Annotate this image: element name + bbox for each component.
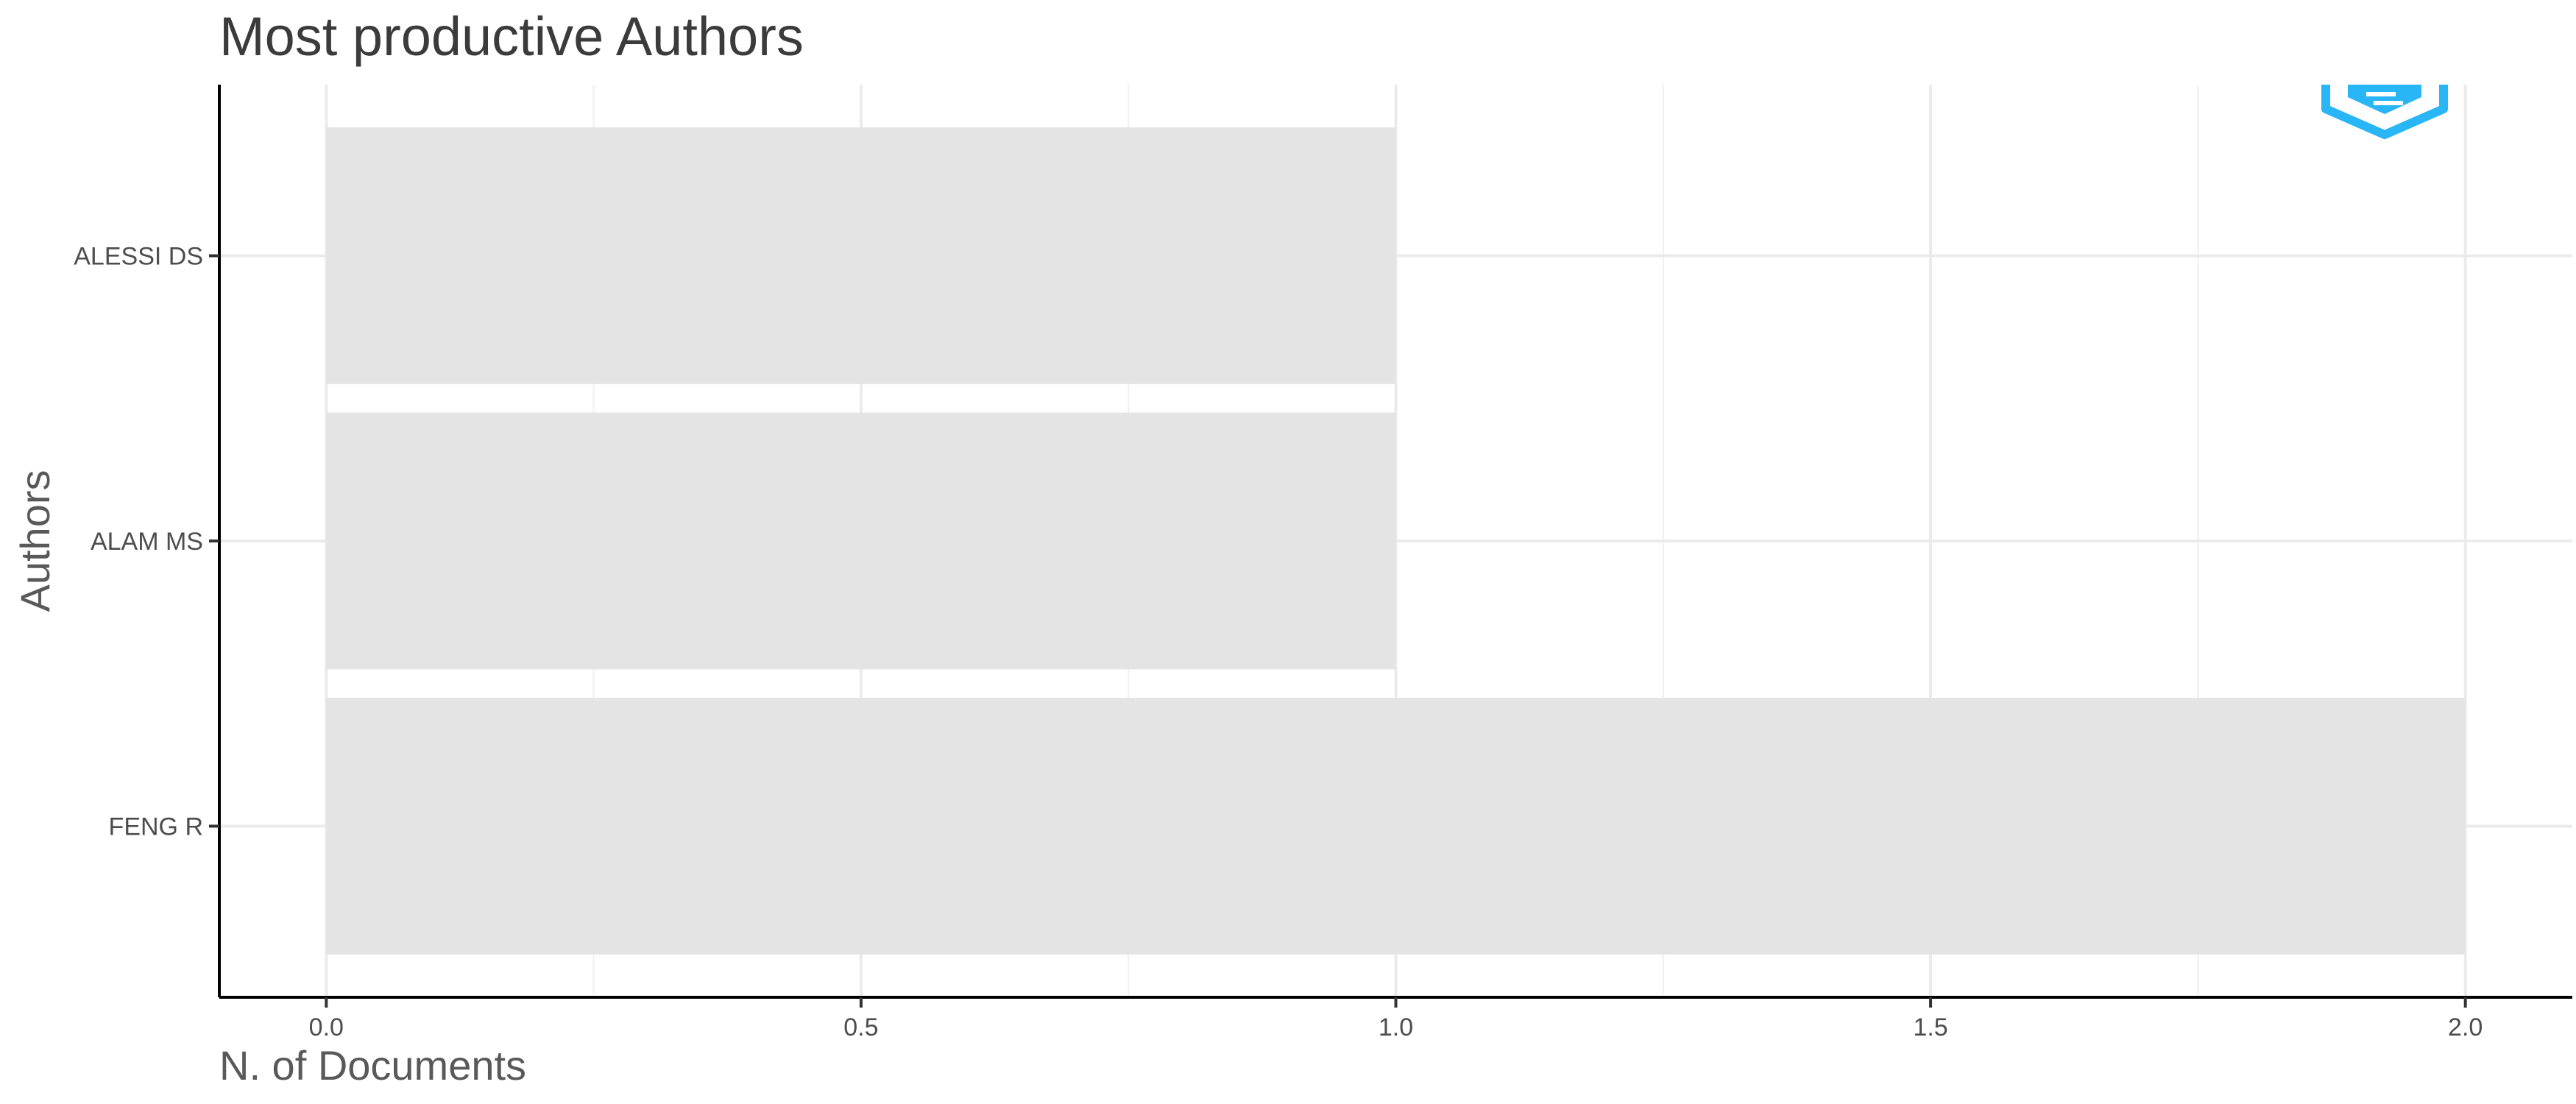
bar: [326, 698, 2466, 955]
bar: [326, 412, 1396, 670]
y-axis-title: Authors: [12, 470, 58, 612]
x-tick-label: 2.0: [2448, 1013, 2483, 1041]
x-ticks: 0.0 0.5 1.0 1.5 2.0: [309, 997, 2483, 1041]
bibliometrix-logo-icon: [2321, 85, 2448, 139]
y-tick-label: FENG R: [109, 813, 203, 841]
y-ticks: FENG R ALAM MS ALESSI DS: [74, 243, 219, 841]
x-tick-label: 1.5: [1913, 1013, 1947, 1041]
bar: [326, 127, 1396, 384]
y-tick-label: ALESSI DS: [74, 243, 203, 271]
x-tick-label: 1.0: [1379, 1013, 1413, 1041]
y-tick-label: ALAM MS: [91, 528, 203, 556]
chart-title: Most productive Authors: [219, 6, 804, 67]
bars: [326, 127, 2466, 955]
x-tick-label: 0.5: [843, 1013, 878, 1041]
x-tick-label: 0.0: [309, 1013, 344, 1041]
x-axis-title: N. of Documents: [219, 1042, 526, 1089]
